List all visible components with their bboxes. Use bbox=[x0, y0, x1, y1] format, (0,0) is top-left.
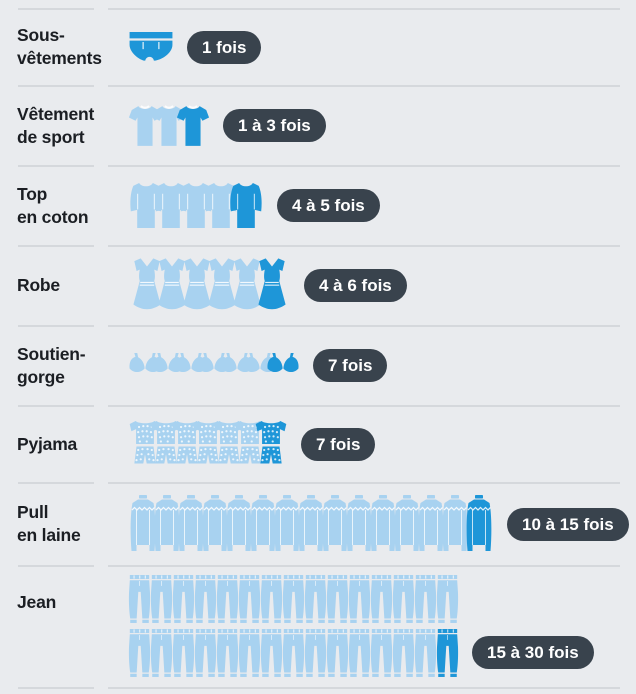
wear-count-badge: 1 fois bbox=[187, 30, 262, 64]
jeans-icon bbox=[260, 629, 283, 679]
wear-count-badge: 1 à 3 fois bbox=[223, 109, 326, 143]
bra-icon-group bbox=[128, 353, 300, 378]
row-sous-vetements: Sous- vêtements 1 fois bbox=[0, 8, 636, 85]
category-label-robe: Robe bbox=[17, 275, 60, 296]
row-divider bbox=[0, 8, 636, 10]
jeans-icon bbox=[128, 575, 151, 625]
row-divider bbox=[0, 165, 636, 167]
jeans-icon bbox=[172, 629, 195, 679]
sweater-icon-group bbox=[128, 495, 494, 554]
bra-icon bbox=[266, 353, 300, 378]
badge-label: 10 à 15 fois bbox=[522, 514, 614, 534]
badge-label: 15 à 30 fois bbox=[487, 643, 579, 662]
wear-count-badge: 4 à 5 fois bbox=[277, 189, 380, 223]
jeans-icon bbox=[194, 629, 217, 679]
sweater-icon bbox=[464, 495, 494, 554]
jeans-icon bbox=[282, 629, 305, 679]
category-label-top-en-coton: Top en coton bbox=[17, 183, 89, 227]
category-label-vetement-de-sport: Vêtement de sport bbox=[17, 103, 95, 147]
shirt-icon bbox=[176, 104, 210, 148]
category-label-jean: Jean bbox=[17, 591, 57, 612]
wear-count-badge: 10 à 15 fois bbox=[507, 507, 629, 541]
category-label-pull-en-laine: Pull en laine bbox=[17, 502, 81, 546]
jeans-icon bbox=[216, 629, 239, 679]
jeans-icon bbox=[216, 575, 239, 625]
badge-label: 1 fois bbox=[202, 37, 247, 57]
badge-label: 1 à 3 fois bbox=[238, 116, 311, 136]
jeans-icon-group bbox=[128, 575, 459, 679]
jeans-icon bbox=[282, 575, 305, 625]
jeans-icon bbox=[194, 575, 217, 625]
row-divider bbox=[0, 565, 636, 567]
badge-label: 4 à 5 fois bbox=[292, 196, 365, 216]
jeans-icon bbox=[304, 629, 327, 679]
jeans-icon bbox=[414, 575, 437, 625]
wear-count-badge: 4 à 6 fois bbox=[304, 269, 407, 303]
jeans-icon bbox=[304, 575, 327, 625]
dress-icon bbox=[253, 257, 291, 314]
jeans-icon bbox=[150, 575, 173, 625]
wear-count-badge: 7 fois bbox=[301, 427, 376, 461]
top-icon bbox=[228, 182, 264, 229]
bottom-divider bbox=[0, 687, 636, 689]
category-label-pyjama: Pyjama bbox=[17, 433, 78, 454]
jeans-icon bbox=[370, 629, 393, 679]
briefs-icon bbox=[128, 32, 174, 62]
row-divider bbox=[0, 405, 636, 407]
jeans-icon bbox=[392, 575, 415, 625]
jeans-icon bbox=[326, 629, 349, 679]
shirt-icon-group bbox=[128, 104, 210, 148]
badge-label: 4 à 6 fois bbox=[319, 276, 392, 296]
row-divider bbox=[0, 85, 636, 87]
jeans-icon bbox=[436, 629, 459, 679]
row-robe: Robe 4 à 6 fois bbox=[0, 245, 636, 325]
row-pyjama: Pyjama 7 fois bbox=[0, 405, 636, 482]
jeans-icon bbox=[150, 629, 173, 679]
jeans-icon bbox=[436, 575, 459, 625]
badge-label: 7 fois bbox=[328, 356, 373, 376]
jeans-icon bbox=[172, 575, 195, 625]
category-label-soutien-gorge: Soutien- gorge bbox=[17, 343, 86, 387]
jeans-icon bbox=[326, 575, 349, 625]
category-label-sous-vetements: Sous- vêtements bbox=[17, 25, 102, 69]
jeans-icon bbox=[260, 575, 283, 625]
row-pull-en-laine: Pull en laine 10 à 15 fois bbox=[0, 482, 636, 565]
jeans-icon bbox=[348, 629, 371, 679]
pyjama-icon-group bbox=[128, 420, 288, 468]
briefs-icon-group bbox=[128, 32, 174, 62]
dress-icon-group bbox=[128, 257, 291, 314]
jeans-icon bbox=[348, 575, 371, 625]
top-icon-group bbox=[128, 182, 264, 229]
badge-label: 7 fois bbox=[316, 434, 361, 454]
jeans-icon bbox=[370, 575, 393, 625]
row-soutien-gorge: Soutien- gorge 7 fois bbox=[0, 325, 636, 405]
row-jean: Jean 15 à 30 fois bbox=[0, 565, 636, 687]
wear-count-badge: 7 fois bbox=[313, 349, 388, 383]
jeans-icon bbox=[238, 629, 261, 679]
wear-count-badge: 15 à 30 fois bbox=[472, 636, 594, 669]
row-divider bbox=[0, 325, 636, 327]
row-top-en-coton: Top en coton 4 à 5 fois bbox=[0, 165, 636, 245]
row-divider bbox=[0, 482, 636, 484]
jeans-icon bbox=[414, 629, 437, 679]
row-vetement-de-sport: Vêtement de sport 1 à 3 fois bbox=[0, 85, 636, 165]
row-divider bbox=[0, 245, 636, 247]
jeans-icon bbox=[392, 629, 415, 679]
pyjama-icon bbox=[254, 420, 288, 468]
jeans-icon bbox=[128, 629, 151, 679]
jeans-icon bbox=[238, 575, 261, 625]
